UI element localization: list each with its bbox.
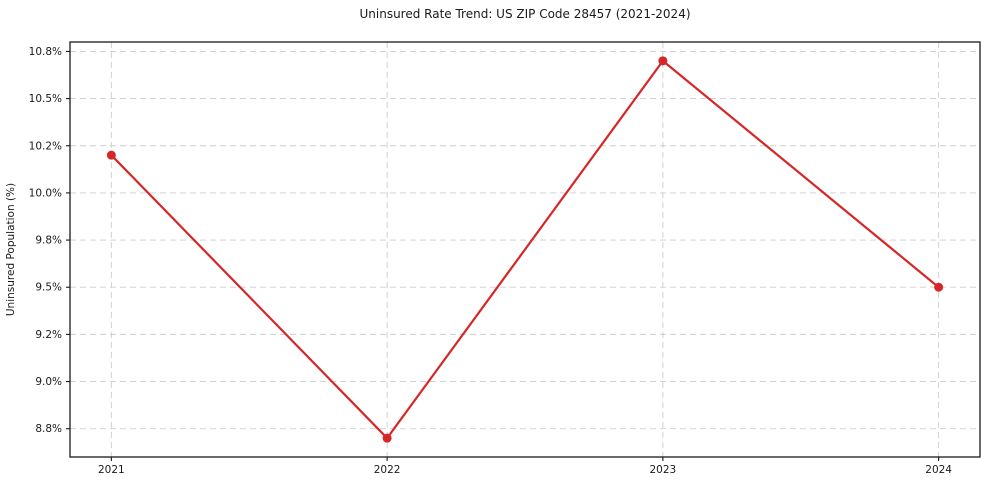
y-axis-label: Uninsured Population (%) [5,183,17,316]
data-point-marker [934,282,944,292]
y-tick-label: 8.8% [35,423,62,435]
data-point-marker [658,56,668,66]
y-tick-label: 9.8% [35,235,62,247]
y-tick-label: 10.8% [29,46,62,58]
y-tick-label: 10.0% [29,187,62,199]
x-tick-label: 2024 [925,464,952,476]
trend-line [110,59,940,440]
chart-title: Uninsured Rate Trend: US ZIP Code 28457 … [359,7,691,21]
data-point-marker [106,150,116,160]
data-point-marker [382,433,392,443]
y-tick-label: 9.2% [35,329,62,341]
y-tick-label: 9.5% [35,282,62,294]
y-tick-label: 10.2% [29,140,62,152]
y-tick-label: 10.5% [29,93,62,105]
y-tick-label: 9.0% [35,376,62,388]
x-tick-label: 2021 [98,464,125,476]
plot-border [69,41,981,458]
x-tick-label: 2023 [650,464,677,476]
x-tick-label: 2022 [374,464,401,476]
